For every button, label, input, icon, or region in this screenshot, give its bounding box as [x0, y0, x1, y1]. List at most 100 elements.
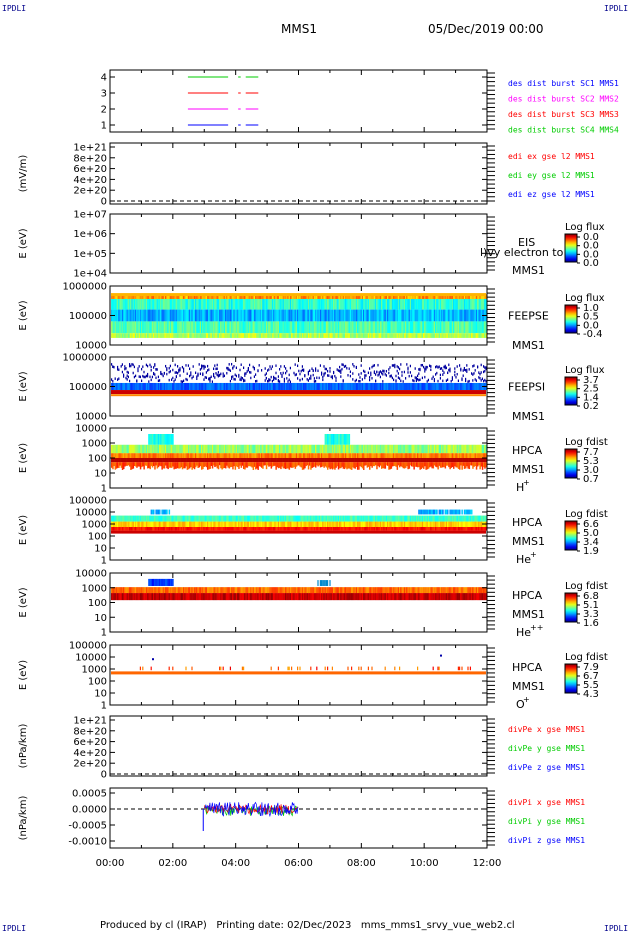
spectrogram-cell — [311, 458, 313, 463]
spectrogram-cell — [347, 521, 349, 527]
spectrogram-cell — [412, 527, 414, 531]
spectrogram-cell — [342, 333, 345, 338]
spectrogram-cell — [257, 321, 259, 334]
spectrogram-cell — [343, 309, 346, 322]
spectrogram-cell — [309, 309, 311, 322]
spectrogram-cell — [214, 515, 216, 522]
spectrogram-cell — [313, 321, 316, 334]
spectrogram-cell — [148, 462, 150, 469]
spectrogram-cell — [187, 515, 190, 522]
spectrogram-cell — [253, 444, 256, 454]
spectrogram-cell — [384, 333, 387, 338]
spectrogram-cell — [306, 382, 309, 391]
spectrogram-cell — [381, 521, 383, 527]
spectrogram-cell — [215, 458, 217, 463]
spectrogram-cell — [379, 515, 382, 522]
spectrogram-cell — [312, 298, 315, 310]
spectrogram-cell — [143, 453, 145, 458]
spectrogram-cell — [455, 333, 457, 338]
spectrogram-dot — [249, 363, 251, 367]
spectrogram-cell — [234, 333, 237, 338]
spectrogram-cell — [251, 309, 253, 322]
spectrogram-dot — [459, 364, 461, 367]
spectrogram-cell — [329, 521, 331, 527]
spectrogram-cell — [211, 458, 214, 463]
spectrogram-cell — [198, 298, 201, 310]
spectrogram-dot — [264, 379, 266, 382]
spectrogram-cell — [480, 462, 483, 467]
spectrogram-cell — [289, 453, 292, 458]
spectrogram-cell — [329, 515, 331, 522]
spectrogram-cell — [462, 309, 465, 322]
spectrogram-dot — [271, 379, 273, 383]
spectrogram-cell — [353, 458, 355, 463]
spectrogram-cell — [198, 321, 201, 334]
spectrogram-cell — [413, 527, 415, 531]
spectrogram-cell — [160, 462, 162, 467]
spectrogram-cell — [347, 444, 349, 454]
spectrogram-cell — [355, 527, 358, 531]
spectrogram-cell — [124, 309, 126, 322]
spectrogram-cell — [172, 515, 174, 522]
spectrogram-dot — [192, 375, 194, 378]
spectrogram-cell — [203, 527, 205, 531]
spectrogram-cell — [160, 333, 162, 338]
spectrogram-cell — [285, 309, 287, 322]
spectrogram-cell — [403, 382, 406, 391]
spectrogram-cell — [438, 333, 441, 338]
spectrogram-cell — [424, 521, 426, 527]
spectrogram-cell — [208, 321, 210, 334]
spectrogram-cell — [150, 382, 153, 391]
spectrogram-cell — [371, 382, 373, 391]
spectrogram-cell — [241, 309, 244, 322]
spectrogram-cell — [251, 462, 253, 468]
spectrogram-cell — [179, 298, 181, 310]
spectrogram-cell — [201, 527, 203, 531]
spectrogram-cell — [310, 515, 312, 522]
spectrogram-cell — [436, 521, 438, 527]
spectrogram-cell — [251, 298, 253, 310]
spectrogram-cell — [318, 527, 321, 531]
spectrogram-cell — [286, 458, 288, 463]
spectrogram-cell — [274, 444, 276, 454]
spectrogram-cell — [353, 298, 355, 310]
spectrogram-cell — [112, 458, 114, 463]
spectrogram-dot — [187, 364, 189, 367]
spectrogram-cell — [352, 453, 354, 458]
spectrogram-cell — [346, 298, 348, 310]
spectrogram-cell — [198, 382, 201, 391]
spectrogram-cell — [288, 515, 291, 522]
spectrogram-cell — [379, 527, 382, 531]
spectrogram-cell — [381, 294, 383, 299]
spectrogram-cell — [463, 294, 466, 299]
spectrogram-cell — [149, 434, 151, 445]
spectrogram-cell — [378, 298, 381, 310]
spectrogram-cell — [427, 527, 430, 531]
spectrogram-cell — [313, 298, 316, 310]
spectrogram-cell — [228, 453, 231, 458]
spectrogram-cell — [237, 382, 239, 391]
spectrogram-cell — [322, 309, 324, 322]
spectrogram-cell — [243, 298, 245, 310]
spectrogram-dot — [421, 363, 423, 367]
spectrogram-dot — [450, 379, 452, 383]
spectrogram-cell — [238, 521, 240, 527]
spectrogram-dot — [159, 379, 161, 382]
spectrogram-cell — [211, 527, 214, 531]
spectrogram-cell — [345, 309, 347, 322]
spectrogram-cell — [187, 333, 190, 338]
spectrogram-cell — [261, 444, 263, 454]
spectrogram-cell — [269, 521, 271, 527]
spectrogram-cell — [342, 321, 345, 334]
spectrogram-cell — [402, 382, 405, 391]
spectrogram-cell — [366, 527, 369, 531]
spectrogram-dot — [313, 380, 315, 383]
spectrogram-cell — [151, 521, 154, 527]
spectrogram-cell — [484, 333, 486, 338]
spectrogram-cell — [471, 321, 473, 334]
spectrogram-cell — [223, 298, 226, 310]
spectrogram-cell — [343, 515, 346, 522]
spectrogram-cell — [160, 309, 162, 322]
spectrogram-cell — [214, 444, 216, 454]
spectrogram-dot — [271, 365, 273, 368]
